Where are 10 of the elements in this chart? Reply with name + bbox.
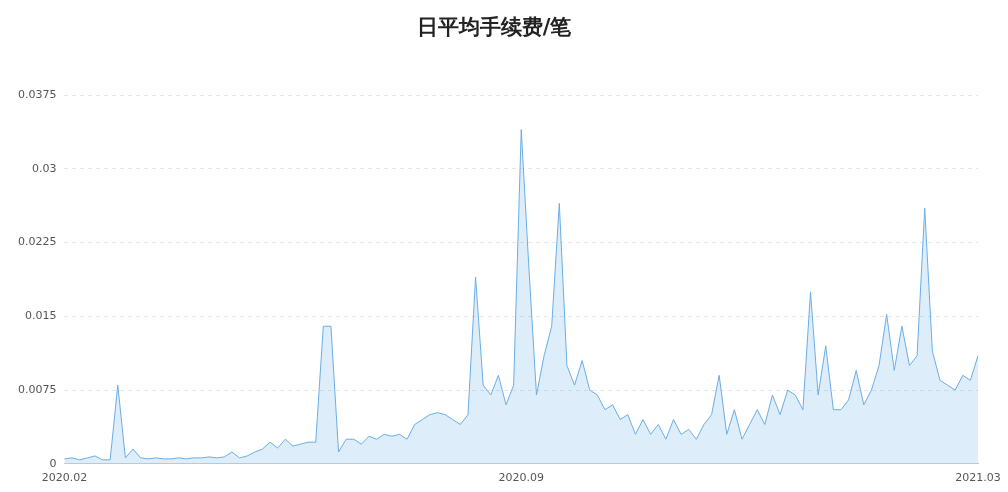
y-tick-label: 0.0375 [17, 88, 57, 102]
y-tick-label: 0 [49, 456, 57, 470]
x-tick-label: 2021.03 [955, 471, 1001, 485]
x-tick-label: 2020.09 [498, 471, 544, 485]
y-tick-label: 0.0225 [17, 235, 57, 249]
chart-title: 日平均手续费/笔 [416, 15, 572, 40]
y-tick-label: 0.015 [24, 309, 57, 323]
y-tick-label: 0.03 [31, 161, 57, 175]
y-tick-label: 0.0075 [17, 382, 57, 396]
x-tick-label: 2020.02 [41, 471, 88, 485]
